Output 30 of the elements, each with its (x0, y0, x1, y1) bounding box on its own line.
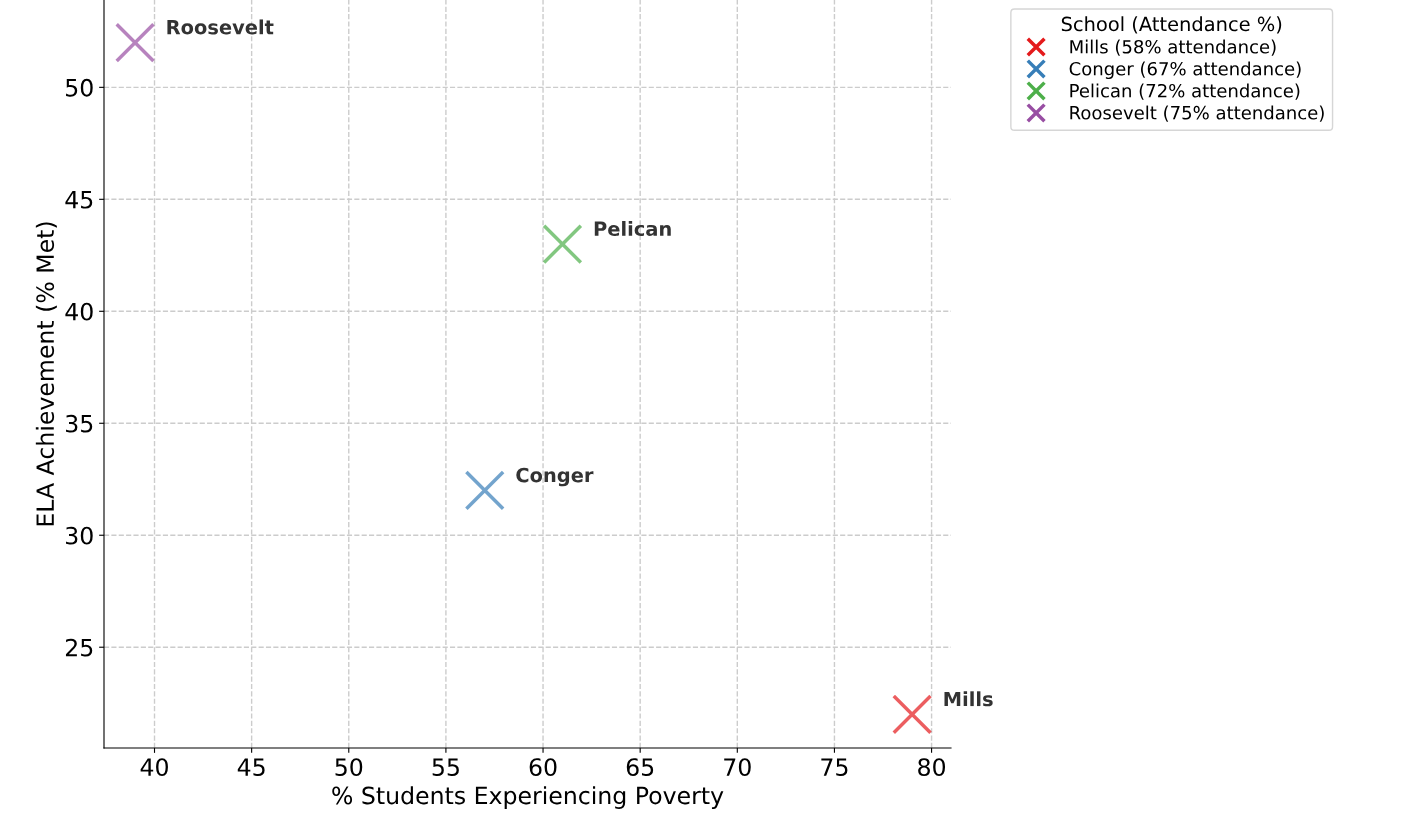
x-tick-label: 70 (724, 758, 751, 776)
legend-title: School (Attendance %) (1061, 16, 1282, 34)
point (892, 694, 933, 735)
point (114, 22, 156, 63)
x-tick-label: 60 (529, 758, 557, 776)
legend-label: Roosevelt (75% attendance) (1070, 105, 1324, 122)
x-tick-label: 55 (432, 758, 459, 776)
x-tick-label: 75 (821, 758, 848, 776)
annotation: Pelican (594, 221, 671, 237)
y-tick-label: 40 (65, 302, 93, 321)
y-tick-label: 35 (66, 414, 93, 433)
y-tick-label: 45 (65, 191, 93, 209)
x-tick-label: 65 (626, 758, 654, 776)
x-tick-label: 50 (335, 758, 363, 776)
x-tick-label: 45 (237, 758, 265, 776)
legend-label: Pelican (72% attendance) (1070, 83, 1300, 100)
y-tick-label: 30 (66, 526, 93, 545)
x-tick-label: 40 (140, 758, 168, 776)
legend-label: Conger (67% attendance) (1069, 61, 1301, 80)
annotation: Conger (516, 467, 594, 487)
x-axis-title: % Students Experiencing Poverty (332, 786, 724, 809)
point (464, 470, 505, 511)
annotation: Mills (944, 691, 993, 707)
y-tick-label: 50 (66, 78, 93, 97)
y-tick-label: 25 (65, 638, 93, 657)
point (542, 224, 583, 265)
legend-label: Mills (58% attendance) (1070, 39, 1276, 56)
x-tick-label: 80 (918, 758, 946, 776)
y-axis-title: ELA Achievement (% Met) (35, 222, 57, 526)
annotation: Roosevelt (167, 19, 274, 35)
